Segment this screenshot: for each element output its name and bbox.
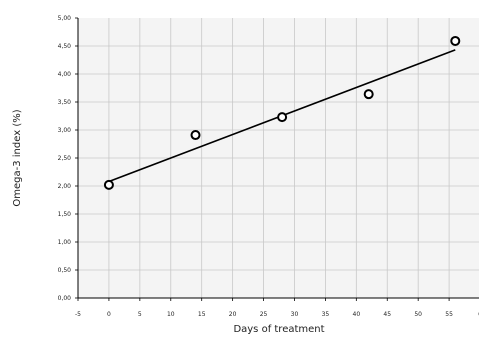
- data-point: [450, 35, 461, 46]
- y-tick-label: 0,00: [58, 295, 72, 302]
- x-tick-label: 30: [291, 311, 299, 318]
- x-tick-label: 10: [167, 311, 175, 318]
- y-axis-ticks: 0,00 0,50 1,00 1,50 2,00 2,50 3,00 3,50 4,00 4,50…: [58, 15, 78, 302]
- data-point: [363, 89, 374, 100]
- x-axis-title: Days of treatment: [233, 324, 324, 335]
- y-tick-label: 4,00: [58, 71, 72, 78]
- x-tick-label: 0: [107, 311, 111, 318]
- y-tick-label: 4,50: [58, 43, 72, 50]
- y-tick-label: 0,50: [58, 267, 72, 274]
- y-tick-label: 3,00: [58, 127, 72, 134]
- data-point: [103, 179, 114, 190]
- y-axis-title: Omega-3 index (%): [12, 109, 23, 206]
- x-tick-label: 55: [445, 311, 453, 318]
- x-tick-label: 45: [383, 311, 391, 318]
- x-tick-label: 40: [353, 311, 361, 318]
- grid: [78, 18, 479, 298]
- y-tick-label: 3,50: [58, 99, 72, 106]
- data-points: [103, 35, 461, 190]
- data-point: [277, 112, 288, 123]
- x-tick-label: 35: [322, 311, 330, 318]
- y-tick-label: 5,00: [58, 15, 72, 22]
- x-tick-label: 15: [198, 311, 206, 318]
- y-tick-label: 1,00: [58, 239, 72, 246]
- y-tick-label: 1,50: [58, 211, 72, 218]
- x-axis-ticks: -505101520253035404550556: [75, 298, 479, 318]
- x-tick-label: 25: [260, 311, 268, 318]
- data-point: [190, 130, 201, 141]
- x-tick-label: 50: [414, 311, 422, 318]
- x-tick-label: 5: [138, 311, 142, 318]
- x-tick-label: 20: [229, 311, 237, 318]
- y-tick-label: 2,00: [58, 183, 72, 190]
- x-tick-label: -5: [75, 311, 81, 318]
- y-tick-label: 2,50: [58, 155, 72, 162]
